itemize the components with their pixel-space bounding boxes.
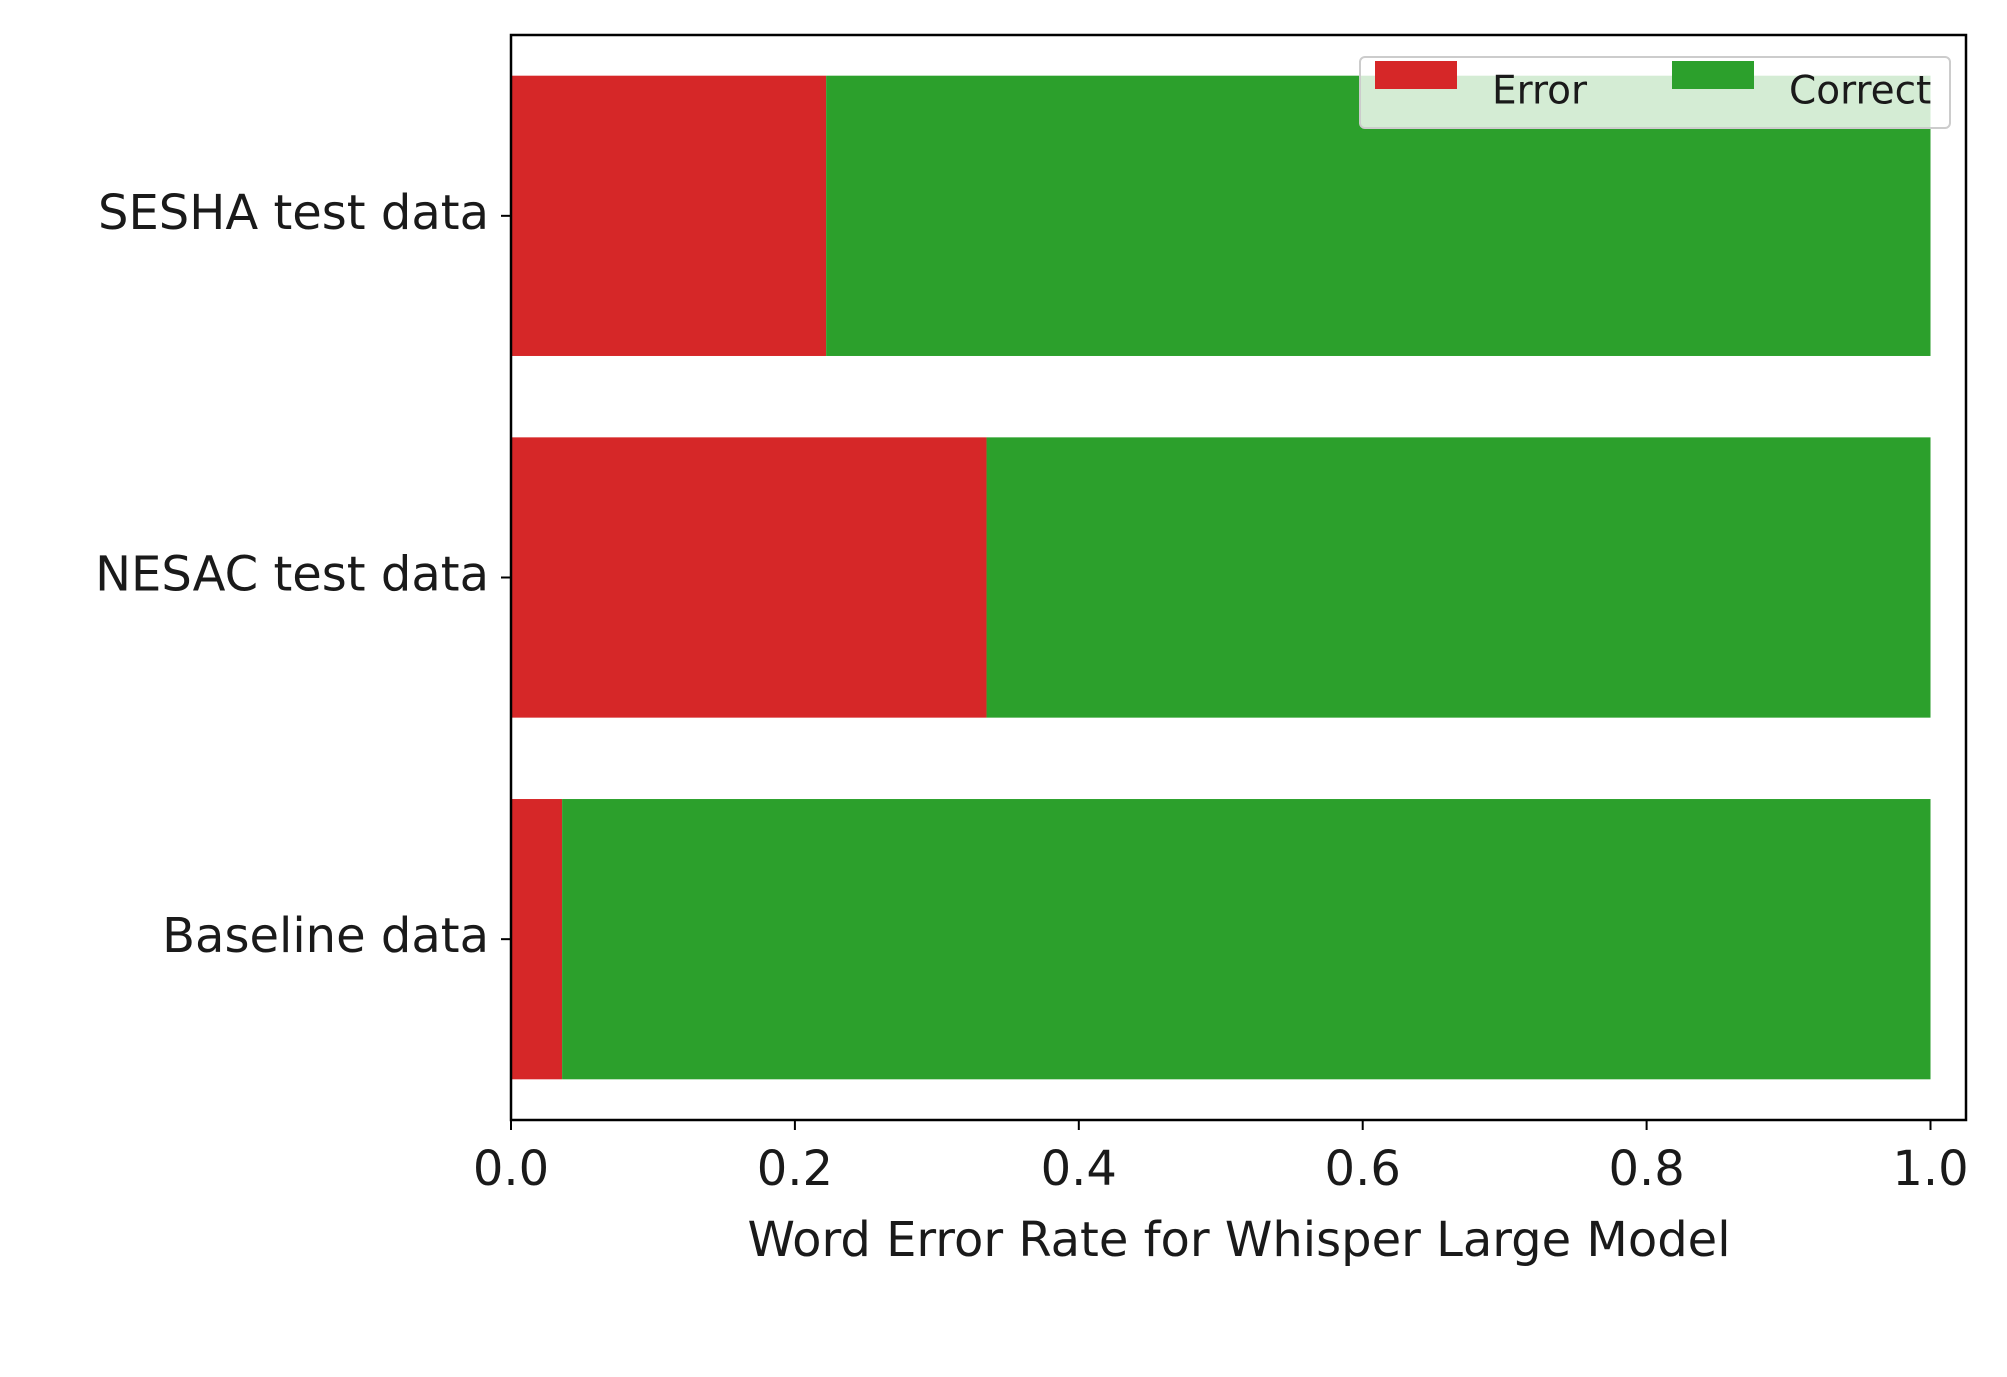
bar (511, 437, 987, 718)
bar (511, 799, 563, 1080)
plot-frame (509, 33, 1968, 1122)
legend: Error Correct (1359, 56, 1951, 129)
x-tick-label: 0.8 (1608, 1141, 1684, 1197)
y-tick-label: SESHA test data (98, 185, 489, 241)
x-tick-label: 1.0 (1892, 1141, 1968, 1197)
legend-swatch (1375, 61, 1457, 89)
legend-label: Error (1492, 69, 1588, 114)
y-tick-label: NESAC test data (95, 547, 489, 603)
bar (562, 799, 1931, 1080)
legend-frame (1359, 56, 1951, 129)
legend-swatch (1672, 61, 1754, 89)
x-tick-label: 0.6 (1325, 1141, 1401, 1197)
x-tick-label: 0.0 (473, 1141, 549, 1197)
y-tick-label: Baseline data (162, 908, 489, 964)
legend-label: Correct (1789, 69, 1931, 114)
x-tick-label: 0.2 (757, 1141, 833, 1197)
bar (511, 75, 827, 356)
x-tick-label: 0.4 (1041, 1141, 1117, 1197)
x-axis-label: Word Error Rate for Whisper Large Model (747, 1212, 1730, 1268)
bar (986, 437, 1931, 718)
